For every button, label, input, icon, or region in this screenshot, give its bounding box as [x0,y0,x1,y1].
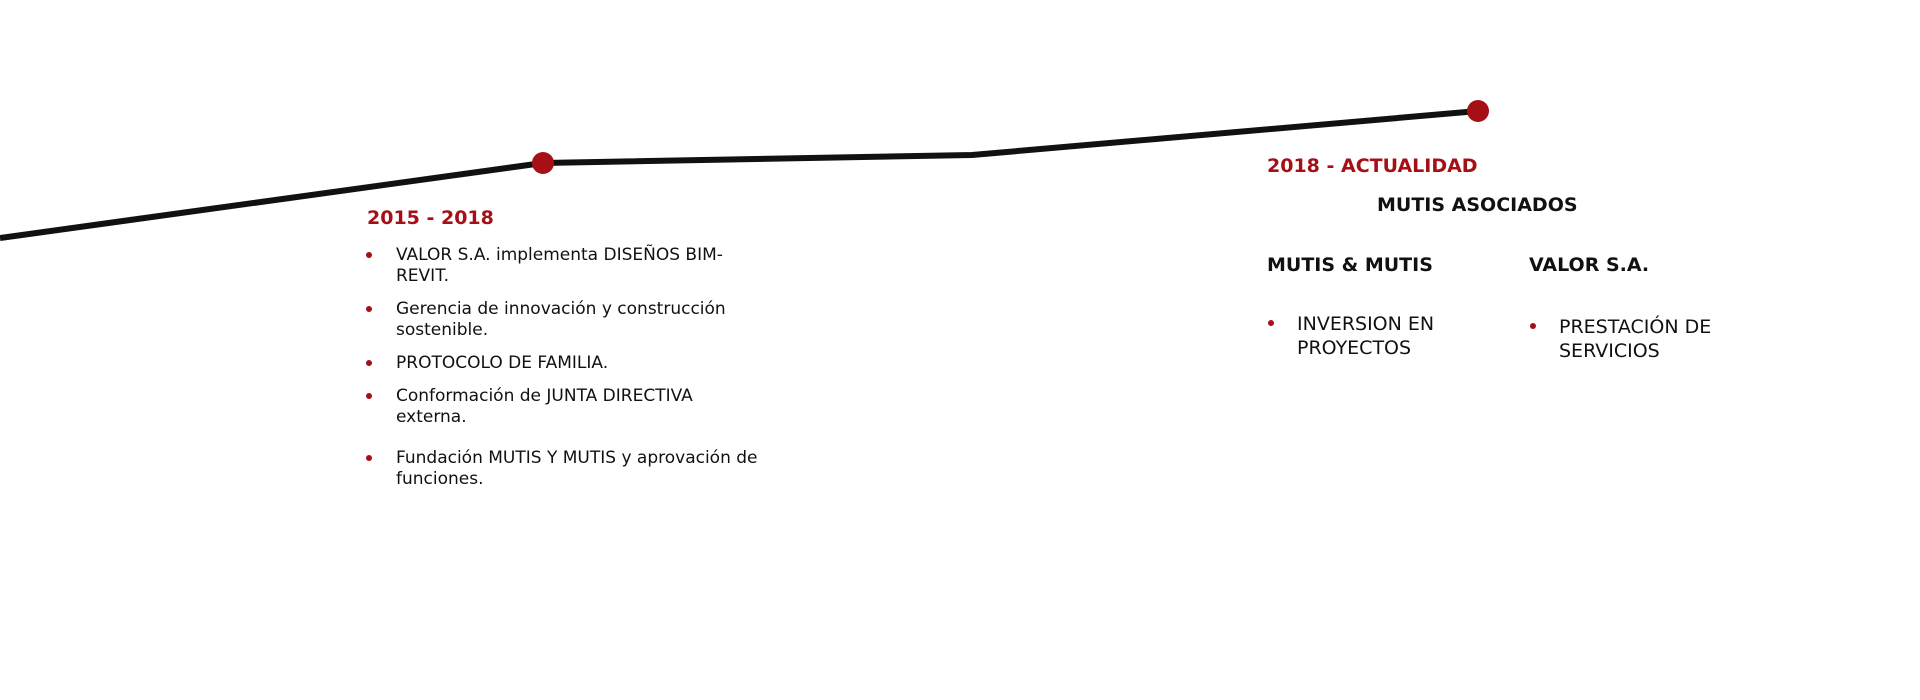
list-item: VALOR S.A. implementa DISEÑOS BIM-REVIT. [365,245,765,287]
list-item: Fundación MUTIS Y MUTIS y aprovación de … [365,448,765,490]
list-item: PROTOCOLO DE FAMILIA. [365,353,765,374]
list-item: INVERSION EN PROYECTOS [1267,312,1457,360]
period-2018-actualidad-title: 2018 - ACTUALIDAD [1267,155,1478,177]
mutis-mutis-heading: MUTIS & MUTIS [1267,254,1433,276]
valor-sa-list: PRESTACIÓN DE SERVICIOS [1529,315,1729,363]
list-item: PRESTACIÓN DE SERVICIOS [1529,315,1729,363]
mutis-asociados-heading: MUTIS ASOCIADOS [1377,194,1578,216]
valor-sa-heading: VALOR S.A. [1529,254,1650,276]
timeline-node-2015 [532,152,554,174]
period-2015-2018-list: VALOR S.A. implementa DISEÑOS BIM-REVIT.… [365,245,765,502]
timeline-node-2018 [1467,100,1489,122]
list-item: Gerencia de innovación y construcción so… [365,299,765,341]
mutis-mutis-list: INVERSION EN PROYECTOS [1267,312,1457,360]
timeline-line [0,108,1479,241]
period-2015-2018-title: 2015 - 2018 [367,207,494,229]
list-item: Conformación de JUNTA DIRECTIVA externa. [365,386,765,428]
